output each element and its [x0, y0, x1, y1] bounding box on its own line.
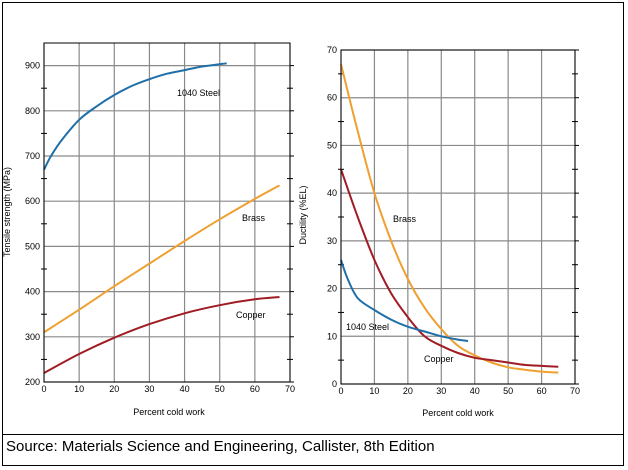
tensile-y-axis-label: Tensile strength (MPa): [2, 167, 12, 257]
tensile-series: [43, 62, 280, 374]
tensile-label-brass: Brass: [242, 213, 266, 223]
tensile-series-brass: [43, 184, 280, 334]
figure-caption: Source: Materials Science and Engineerin…: [6, 438, 435, 455]
ductility-series-copper: [340, 168, 559, 368]
caption-divider: [2, 434, 624, 435]
figure-frame: [2, 2, 624, 466]
ductility-label-brass: Brass: [393, 214, 417, 224]
ductility-x-tick-label: 60: [537, 386, 547, 396]
ductility-chart: 0 10 20 30 40 50 60 70 0 10 20 30 40 50 60 70 Percent c…: [298, 45, 580, 418]
ductility-y-tick-label: 50: [327, 140, 337, 150]
ductility-y-tick-label: 70: [327, 45, 337, 55]
ductility-plot-border: [340, 49, 576, 385]
ductility-y-tick-label: 60: [327, 93, 337, 103]
tensile-y-tick-label: 400: [25, 287, 40, 297]
tensile-strength-chart: 0 10 20 30 40 50 60 70200300400500600700800900 …: [2, 42, 295, 417]
ductility-x-tick-label: 0: [338, 386, 343, 396]
ductility-x-tick-label: 70: [570, 386, 580, 396]
ductility-y-tick-label: 40: [327, 188, 337, 198]
tensile-x-axis-label: Percent cold work: [133, 407, 205, 417]
ductility-x-tick-label: 50: [503, 386, 513, 396]
ductility-label-copper: Copper: [424, 354, 454, 364]
ductility-y-tick-label: 30: [327, 236, 337, 246]
ductility-y-tick-label: 20: [327, 284, 337, 294]
tensile-y-tick-label: 200: [25, 377, 40, 387]
tensile-x-tick-label: 0: [41, 384, 46, 394]
ductility-series-brass: [340, 64, 559, 374]
ductility-series-1040-steel: [340, 259, 469, 343]
tensile-x-tick-label: 70: [285, 384, 295, 394]
tensile-x-tick-label: 60: [250, 384, 260, 394]
tensile-y-tick-label: 800: [25, 106, 40, 116]
tensile-label-copper: Copper: [236, 310, 266, 320]
charts-canvas: 0 10 20 30 40 50 60 70200300400500600700800900 …: [2, 42, 580, 418]
tensile-tick-labels: 0 10 20 30 40 50 60 70 200 300 400 500 600 700 800 900: [25, 61, 295, 394]
tensile-y-tick-label: 300: [25, 332, 40, 342]
tensile-x-tick-label: 10: [74, 384, 84, 394]
ductility-y-tick-label: 0: [332, 379, 337, 389]
tensile-y-tick-label: 900: [25, 61, 40, 71]
ductility-x-tick-label: 30: [436, 386, 446, 396]
ductility-y-tick-label: 10: [327, 331, 337, 341]
ductility-label-1040-steel: 1040 Steel: [346, 322, 389, 332]
ductility-tick-labels: 0 10 20 30 40 50 60 70 0 10 20 30 40 50 60 70: [327, 45, 580, 396]
ductility-grid: [338, 49, 579, 385]
ductility-y-axis-label: Ductility (%EL): [298, 185, 308, 244]
ductility-x-tick-label: 10: [369, 386, 379, 396]
tensile-x-tick-label: 20: [109, 384, 119, 394]
ductility-x-tick-label: 40: [470, 386, 480, 396]
tensile-x-tick-label: 50: [215, 384, 225, 394]
tensile-y-tick-label: 700: [25, 151, 40, 161]
ductility-series: [340, 64, 559, 374]
tensile-x-tick-label: 30: [144, 384, 154, 394]
ductility-x-tick-label: 20: [403, 386, 413, 396]
tensile-x-tick-label: 40: [180, 384, 190, 394]
tensile-series-1040-steel: [43, 62, 227, 171]
tensile-series-copper: [43, 296, 280, 374]
tensile-y-tick-label: 500: [25, 241, 40, 251]
tensile-label-1040-steel: 1040 Steel: [177, 88, 220, 98]
ductility-x-axis-label: Percent cold work: [422, 408, 494, 418]
tensile-y-tick-label: 600: [25, 196, 40, 206]
tensile-plot-border: [43, 42, 291, 383]
